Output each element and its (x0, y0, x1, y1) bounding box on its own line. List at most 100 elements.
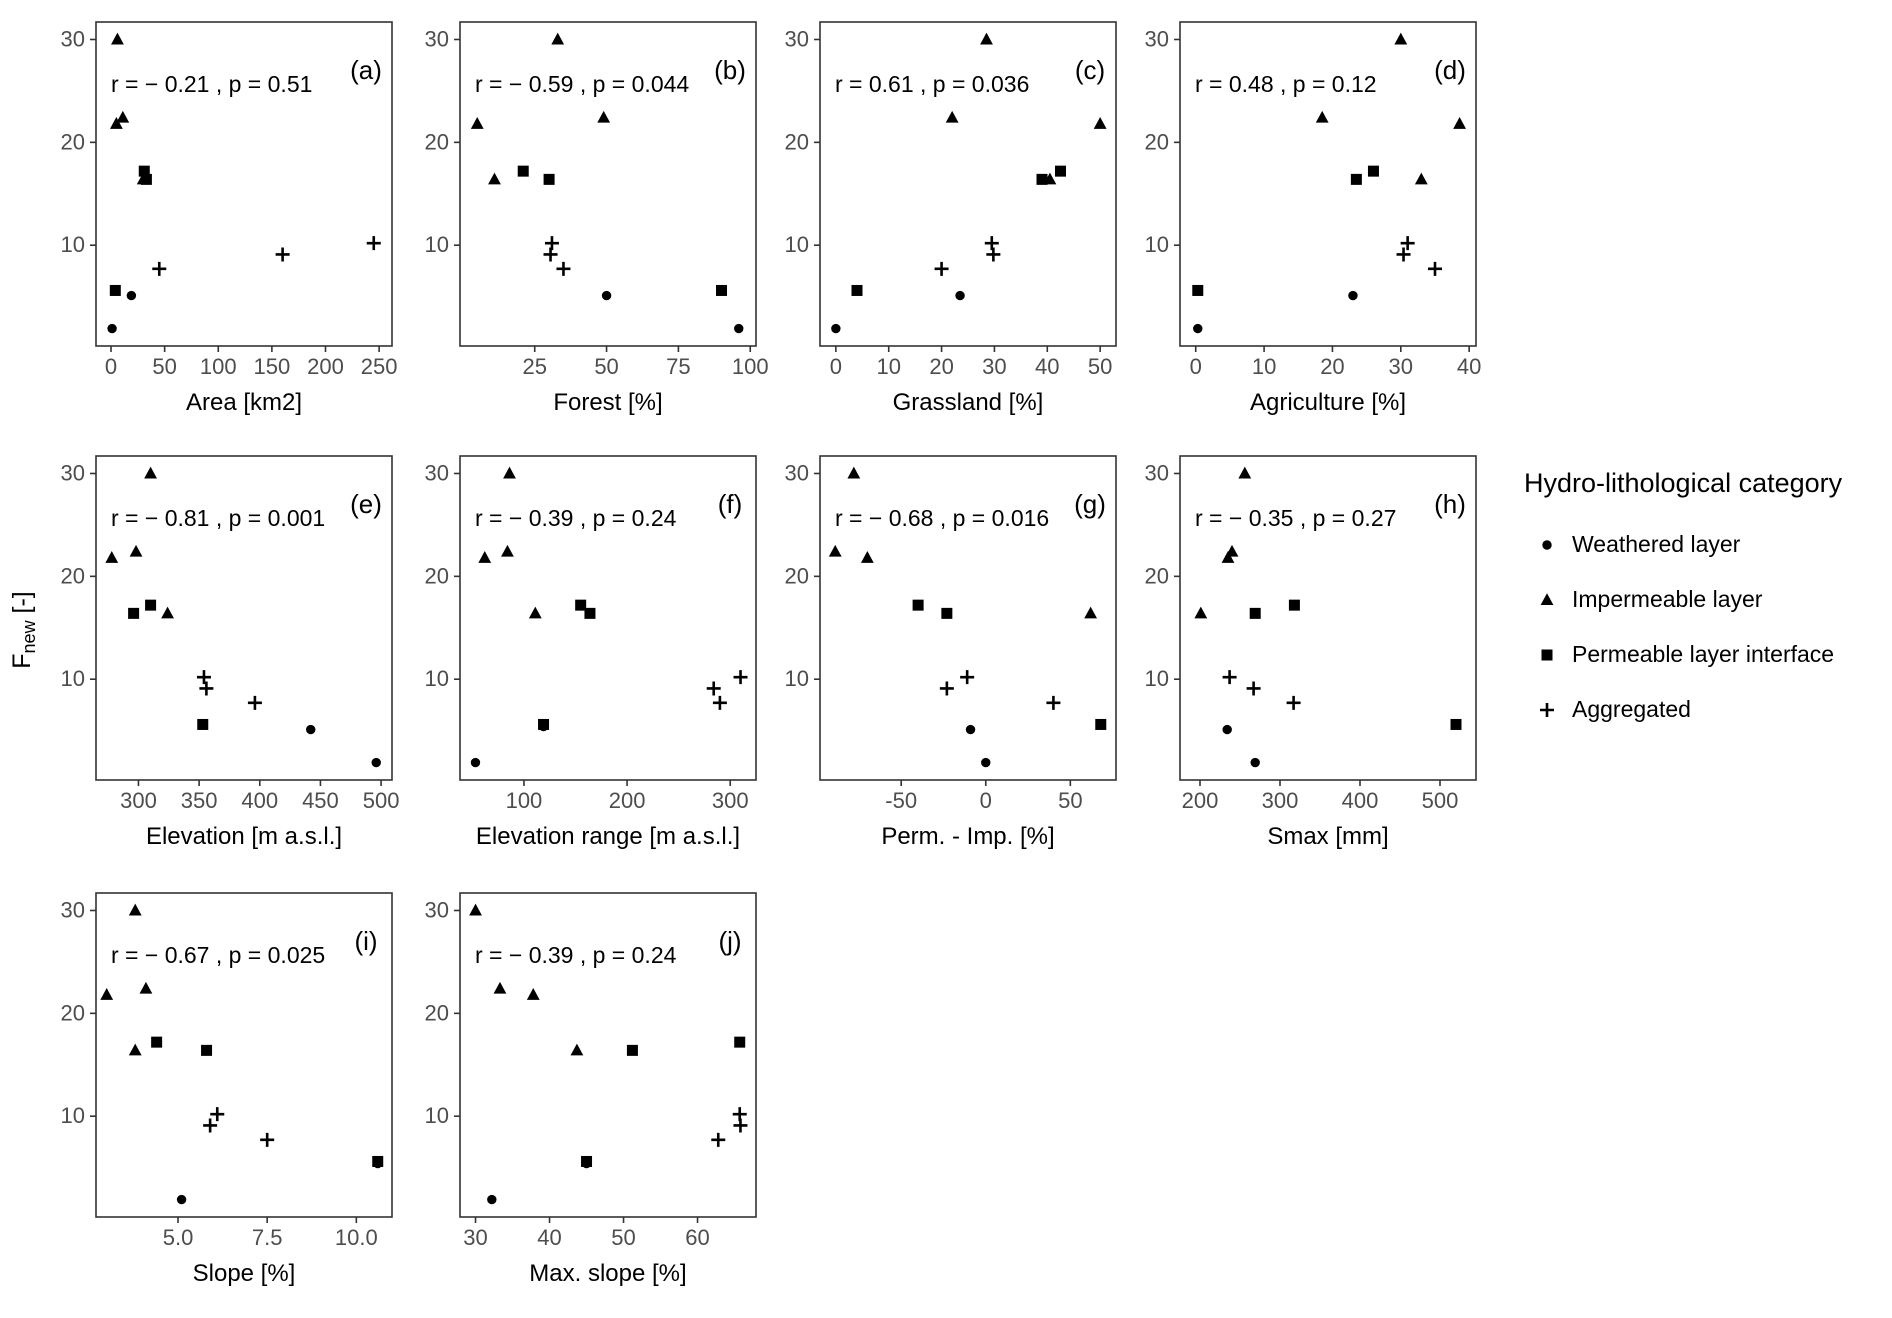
x-tick-label: 0 (980, 788, 992, 813)
triangle-icon (1524, 589, 1570, 611)
point-impermeable (478, 551, 492, 563)
y-tick-label: 10 (61, 666, 85, 691)
points-layer (828, 466, 1107, 768)
point-aggregated (984, 236, 999, 251)
points-layer (100, 903, 384, 1205)
legend-item-label: Aggregated (1572, 696, 1691, 722)
point-impermeable (1084, 606, 1098, 619)
point-impermeable (847, 466, 861, 479)
y-tick-label: 30 (425, 897, 449, 922)
point-aggregated (712, 695, 727, 710)
triangle-glyph (1540, 592, 1554, 605)
legend-item: Aggregated (1524, 682, 1884, 737)
x-tick-label: 50 (611, 1225, 635, 1250)
point-impermeable (1394, 32, 1408, 45)
point-aggregated (196, 670, 211, 685)
panel-border (95, 455, 393, 781)
panel-letter: (e) (350, 489, 382, 519)
point-impermeable (105, 551, 119, 563)
points-layer (470, 466, 748, 768)
square-icon (1524, 644, 1570, 666)
y-tick-label: 30 (1145, 460, 1169, 485)
point-aggregated (733, 670, 748, 685)
x-tick-label: 400 (1342, 788, 1379, 813)
scatter-panel-e: 10 20 30 300 350 400 450 500 Elevation [m a.s.l.… (61, 455, 400, 850)
x-tick-label: 300 (120, 788, 157, 813)
point-weathered (601, 290, 612, 301)
panel-border (819, 455, 1117, 781)
point-impermeable (161, 606, 174, 619)
correlation-annotation: r = − 0.59 , p = 0.044 (475, 71, 689, 97)
point-aggregated (1396, 247, 1411, 262)
scatter-panel-c: 10 20 30 0 10 20 30 40 50 Grassland [%] r = 0.61 ,… (785, 21, 1117, 416)
correlation-annotation: r = − 0.35 , p = 0.27 (1195, 505, 1396, 531)
point-aggregated (1246, 681, 1261, 696)
correlation-annotation: r = − 0.81 , p = 0.001 (111, 505, 325, 531)
point-impermeable (597, 110, 611, 123)
scatter-panel-f: 10 20 30 100 200 300 Elevation range [m a.s.l.… (425, 455, 757, 850)
x-tick-label: 150 (254, 354, 291, 379)
x-tick-label: 300 (1262, 788, 1299, 813)
y-tick-label: 20 (61, 129, 85, 154)
point-weathered (1250, 757, 1260, 768)
x-axis-title: Agriculture [%] (1250, 389, 1406, 416)
x-tick-label: 250 (361, 354, 398, 379)
point-permeable (1350, 173, 1362, 185)
point-impermeable (128, 903, 142, 916)
square-glyph (1541, 649, 1553, 660)
point-weathered (107, 323, 117, 334)
panel-border (1179, 21, 1477, 347)
point-weathered (126, 290, 137, 301)
point-permeable (1367, 165, 1379, 177)
panel-letter: (h) (1434, 489, 1466, 519)
x-tick-label: 30 (463, 1225, 487, 1250)
correlation-annotation: r = 0.48 , p = 0.12 (1195, 71, 1377, 97)
point-weathered (306, 724, 316, 735)
point-weathered (965, 724, 976, 735)
point-aggregated (1427, 261, 1442, 276)
point-weathered (176, 1194, 187, 1205)
x-tick-label: 40 (537, 1225, 561, 1250)
correlation-annotation: r = − 0.39 , p = 0.24 (475, 505, 677, 531)
x-tick-label: 200 (307, 354, 344, 379)
point-impermeable (1043, 172, 1057, 185)
y-tick-label: 30 (785, 26, 809, 51)
y-tick-label: 20 (1145, 563, 1169, 588)
point-permeable (151, 1036, 163, 1048)
point-aggregated (986, 247, 1001, 262)
point-weathered (831, 323, 841, 334)
point-impermeable (1315, 110, 1329, 123)
panel-border (459, 892, 757, 1218)
point-permeable (372, 1155, 384, 1167)
y-tick-label: 10 (61, 1103, 85, 1128)
point-impermeable (109, 117, 123, 129)
point-permeable (581, 1155, 593, 1167)
panel-border (95, 892, 393, 1218)
point-impermeable (1414, 172, 1428, 185)
point-permeable (941, 607, 953, 619)
x-axis-title: Forest [%] (553, 389, 662, 416)
y-tick-label: 30 (425, 26, 449, 51)
x-tick-label: 450 (302, 788, 339, 813)
point-impermeable (129, 544, 143, 557)
point-impermeable (136, 172, 150, 185)
x-tick-label: 7.5 (252, 1225, 283, 1250)
x-tick-label: 30 (1389, 354, 1413, 379)
y-tick-label: 10 (61, 232, 85, 257)
x-axis-title: Elevation [m a.s.l.] (146, 823, 342, 850)
point-permeable (912, 599, 924, 611)
point-permeable (1036, 173, 1048, 185)
x-tick-label: 500 (363, 788, 400, 813)
point-permeable (1249, 607, 1261, 619)
points-layer (105, 466, 381, 768)
y-tick-label: 30 (61, 26, 85, 51)
x-tick-label: -50 (885, 788, 917, 813)
x-tick-label: 20 (929, 354, 953, 379)
point-impermeable (144, 466, 157, 479)
point-impermeable (503, 466, 516, 479)
point-impermeable (493, 981, 507, 994)
scatter-panel-i: 10 20 30 5.0 7.5 10.0 Slope [%] r = − 0.67 , p … (61, 892, 393, 1287)
point-aggregated (152, 261, 167, 276)
point-aggregated (706, 681, 721, 696)
